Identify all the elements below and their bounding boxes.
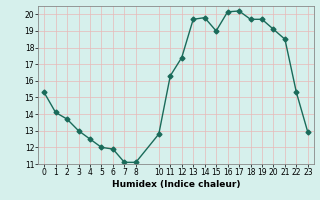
X-axis label: Humidex (Indice chaleur): Humidex (Indice chaleur) — [112, 180, 240, 189]
